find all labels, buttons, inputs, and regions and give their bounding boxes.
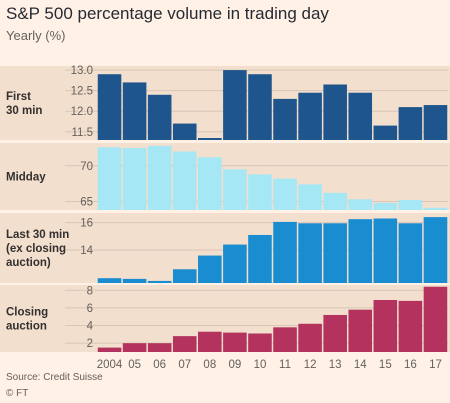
y-tick-label: 13.0 — [71, 65, 93, 77]
bar-09 — [223, 244, 247, 283]
chart-subtitle: Yearly (%) — [6, 28, 66, 43]
bar-07 — [172, 151, 197, 210]
bar-08 — [198, 138, 222, 140]
bar-17 — [423, 286, 448, 352]
bar-16 — [398, 223, 423, 283]
y-tick-label: 8 — [87, 285, 93, 297]
y-tick-label: 2 — [87, 338, 93, 350]
bar-12 — [298, 323, 322, 352]
panel-label: auction — [6, 321, 47, 333]
bar-16 — [398, 300, 423, 352]
bar-14 — [348, 92, 373, 140]
bar-05 — [122, 278, 147, 283]
bar-10 — [248, 333, 272, 352]
panel-label: 30 min — [6, 105, 42, 117]
bar-15 — [373, 299, 398, 352]
bar-17 — [423, 217, 448, 283]
chart-title: S&P 500 percentage volume in trading day — [6, 4, 329, 23]
bar-14 — [348, 309, 373, 352]
bar-11 — [273, 178, 297, 210]
bar-14 — [348, 219, 373, 283]
bar-11 — [273, 221, 297, 283]
bar-11 — [273, 98, 297, 140]
x-tick-label: 12 — [304, 359, 317, 371]
y-tick-label: 14 — [80, 245, 93, 257]
bar-2004 — [97, 74, 122, 140]
y-tick-label: 12.5 — [71, 86, 93, 98]
panel-label: (ex closing — [6, 243, 66, 255]
x-tick-label: 09 — [228, 359, 241, 371]
panel-label: First — [6, 91, 31, 103]
bar-14 — [348, 199, 373, 210]
bar-12 — [298, 223, 322, 283]
x-tick-label: 06 — [153, 359, 166, 371]
x-tick-label: 10 — [254, 359, 267, 371]
panel-label: Closing — [6, 307, 48, 319]
x-tick-label: 16 — [404, 359, 417, 371]
panel-label: Midday — [6, 172, 46, 184]
x-tick-label: 14 — [354, 359, 367, 371]
x-tick-label: 07 — [178, 359, 191, 371]
bar-09 — [223, 70, 247, 140]
bar-07 — [172, 269, 197, 283]
bar-12 — [298, 184, 322, 210]
panel-label: auction) — [6, 257, 51, 269]
bar-15 — [373, 218, 398, 283]
bar-2004 — [97, 278, 122, 283]
bar-07 — [172, 123, 197, 140]
bar-16 — [398, 107, 423, 140]
x-tick-label: 11 — [279, 359, 291, 371]
x-tick-label: 08 — [203, 359, 216, 371]
panel-label: Last 30 min — [6, 229, 69, 241]
y-tick-label: 16 — [80, 218, 93, 230]
bar-15 — [373, 202, 398, 210]
bar-2004 — [97, 147, 122, 210]
bar-06 — [147, 145, 172, 210]
bar-05 — [122, 147, 147, 210]
bar-12 — [298, 92, 322, 140]
bar-11 — [273, 327, 297, 352]
x-tick-label: 2004 — [97, 359, 123, 371]
bar-10 — [248, 74, 272, 140]
bar-10 — [248, 234, 272, 283]
bar-13 — [323, 84, 347, 140]
bar-05 — [122, 82, 147, 140]
credit-note: © FT — [6, 388, 29, 399]
bar-08 — [198, 255, 222, 283]
bar-06 — [147, 94, 172, 140]
bar-13 — [323, 192, 347, 210]
bar-15 — [373, 125, 398, 140]
x-tick-label: 05 — [128, 359, 141, 371]
bar-06 — [147, 280, 172, 283]
y-tick-label: 6 — [87, 303, 93, 315]
bar-09 — [223, 332, 247, 352]
y-tick-label: 70 — [80, 161, 93, 173]
bar-07 — [172, 336, 197, 352]
y-tick-label: 11.5 — [71, 127, 93, 139]
y-tick-label: 12.0 — [71, 106, 93, 118]
y-tick-label: 4 — [87, 321, 94, 333]
bar-06 — [147, 343, 172, 352]
bar-08 — [198, 157, 222, 210]
x-tick-label: 13 — [329, 359, 342, 371]
x-tick-label: 15 — [379, 359, 392, 371]
bar-17 — [423, 207, 448, 210]
bar-10 — [248, 174, 272, 210]
x-tick-label: 17 — [429, 359, 442, 371]
bar-2004 — [97, 347, 122, 352]
bar-13 — [323, 314, 347, 352]
bar-16 — [398, 200, 423, 210]
bar-08 — [198, 331, 222, 352]
y-tick-label: 65 — [80, 196, 93, 208]
bar-09 — [223, 169, 247, 210]
source-note: Source: Credit Suisse — [6, 372, 103, 383]
bar-05 — [122, 343, 147, 352]
bar-17 — [423, 105, 448, 140]
bar-13 — [323, 223, 347, 283]
